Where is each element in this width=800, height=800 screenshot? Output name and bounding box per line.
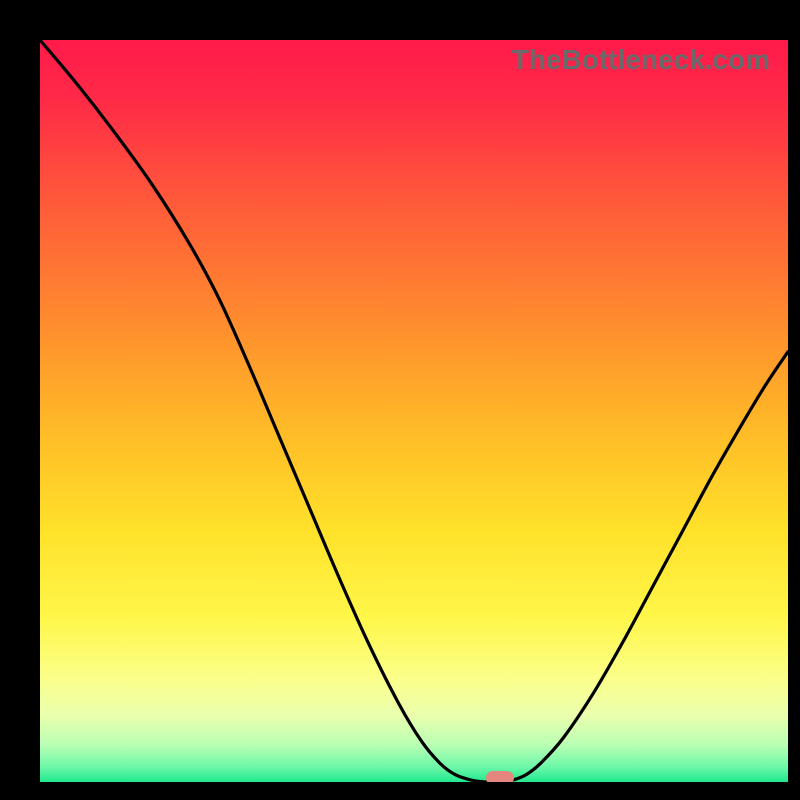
chart-frame: TheBottleneck.com	[0, 0, 800, 800]
bottleneck-curve	[40, 40, 788, 782]
optimal-point-marker	[486, 771, 514, 782]
plot-area	[40, 40, 788, 782]
bottleneck-curve-path	[40, 40, 788, 782]
watermark-text: TheBottleneck.com	[512, 44, 770, 76]
